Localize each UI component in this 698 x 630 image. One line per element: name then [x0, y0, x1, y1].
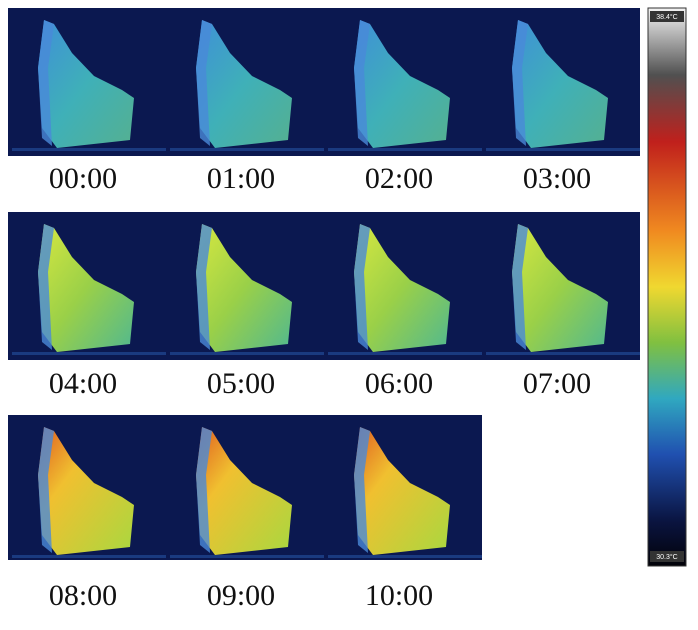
specimen [12, 20, 166, 151]
specimen [486, 224, 640, 355]
specimen-edge [196, 427, 212, 553]
specimen-body [354, 427, 450, 555]
specimen [486, 20, 640, 151]
specimen-body [196, 427, 292, 555]
time-label: 04:00 [49, 367, 117, 400]
specimen-edge [512, 224, 528, 350]
base-line [12, 352, 166, 355]
specimen-edge [354, 20, 370, 146]
time-label: 07:00 [523, 367, 591, 400]
base-line [12, 148, 166, 151]
colorbar-min: 30.3°C [656, 553, 677, 561]
specimen-body [38, 224, 134, 352]
specimen-body [38, 427, 134, 555]
time-label: 05:00 [207, 367, 275, 400]
specimen-edge [196, 224, 212, 350]
specimen [12, 224, 166, 355]
specimen-body [354, 224, 450, 352]
base-line [328, 148, 482, 151]
specimen-body [512, 224, 608, 352]
time-label: 02:00 [365, 162, 433, 195]
specimen-body [354, 20, 450, 148]
specimen-edge [38, 20, 54, 146]
specimen [328, 20, 482, 151]
specimen [328, 224, 482, 355]
specimen [170, 224, 324, 355]
time-label: 00:00 [49, 162, 117, 195]
colorbar [647, 7, 687, 567]
time-label: 06:00 [365, 367, 433, 400]
time-label: 09:00 [207, 579, 275, 612]
specimen [170, 20, 324, 151]
specimen-body [196, 224, 292, 352]
base-line [328, 555, 482, 558]
specimen-edge [354, 224, 370, 350]
base-line [328, 352, 482, 355]
base-line [170, 352, 324, 355]
time-label: 08:00 [49, 579, 117, 612]
time-label: 01:00 [207, 162, 275, 195]
time-label: 10:00 [365, 579, 433, 612]
specimen-body [38, 20, 134, 148]
base-line [170, 148, 324, 151]
time-label: 03:00 [523, 162, 591, 195]
base-line [12, 555, 166, 558]
specimen-body [512, 20, 608, 148]
colorbar-max-box [650, 11, 684, 22]
specimen-edge [196, 20, 212, 146]
specimen [328, 427, 482, 558]
specimen-body [196, 20, 292, 148]
base-line [486, 148, 640, 151]
specimen [12, 427, 166, 558]
specimen-edge [512, 20, 528, 146]
specimen [170, 427, 324, 558]
specimen-edge [354, 427, 370, 553]
thermal-panels: 00:00 01:00 02:00 03:00 04:00 05:00 06:00 07:00… [8, 8, 640, 612]
colorbar-max: 38.4°C [656, 13, 677, 21]
colorbar-min-box [650, 551, 684, 562]
base-line [170, 555, 324, 558]
specimen-edge [38, 427, 54, 553]
specimen-edge [38, 224, 54, 350]
base-line [486, 352, 640, 355]
